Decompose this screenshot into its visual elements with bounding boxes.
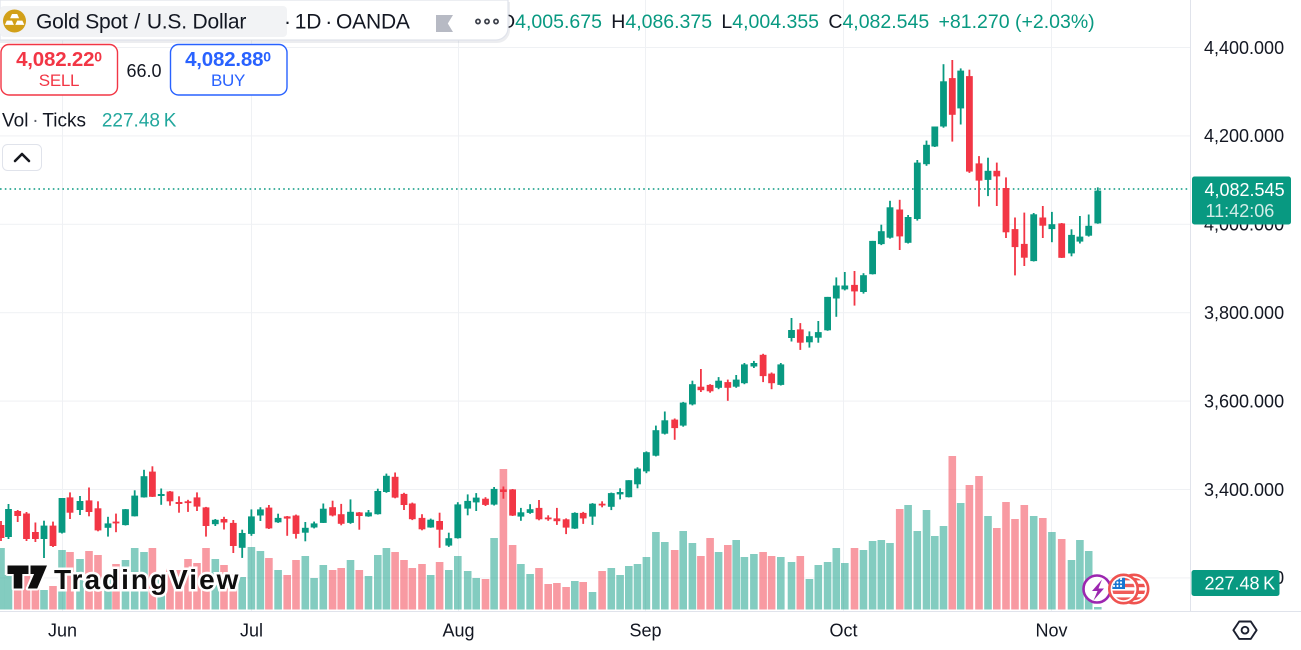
svg-text:4,082.220: 4,082.220	[16, 48, 102, 71]
svg-text:227.48 K: 227.48 K	[1205, 574, 1276, 594]
svg-text:3,600.000: 3,600.000	[1204, 391, 1284, 411]
svg-text:11:42:06: 11:42:06	[1206, 201, 1275, 221]
svg-text:Nov: Nov	[1035, 621, 1067, 641]
svg-text:SELL: SELL	[39, 71, 79, 90]
svg-text:Oct: Oct	[829, 621, 857, 641]
svg-text:Vol · Ticks 227.48 K: Vol · Ticks 227.48 K	[2, 111, 177, 132]
svg-text:· 1D · OANDA: · 1D · OANDA	[284, 11, 410, 34]
svg-text:66.0: 66.0	[126, 61, 161, 81]
svg-text:Aug: Aug	[442, 621, 474, 641]
svg-text:4,200.000: 4,200.000	[1204, 126, 1284, 146]
svg-text:BUY: BUY	[211, 71, 245, 90]
svg-text:Jul: Jul	[240, 621, 263, 641]
svg-text:Jun: Jun	[48, 621, 77, 641]
svg-text:TradingView: TradingView	[54, 564, 240, 595]
svg-text:4,400.000: 4,400.000	[1204, 38, 1284, 58]
svg-text:3,400.000: 3,400.000	[1204, 480, 1284, 500]
svg-text:O4,005.675 H4,086.375 L4,004: O4,005.675 H4,086.375 L4,004.355 C4,082.…	[500, 11, 1095, 33]
svg-text:3,800.000: 3,800.000	[1204, 303, 1284, 323]
svg-text:4,082.880: 4,082.880	[185, 48, 271, 71]
svg-text:Sep: Sep	[629, 621, 661, 641]
svg-text:4,082.545: 4,082.545	[1205, 180, 1285, 200]
svg-text:Gold Spot / U.S. Dollar: Gold Spot / U.S. Dollar	[36, 11, 246, 34]
